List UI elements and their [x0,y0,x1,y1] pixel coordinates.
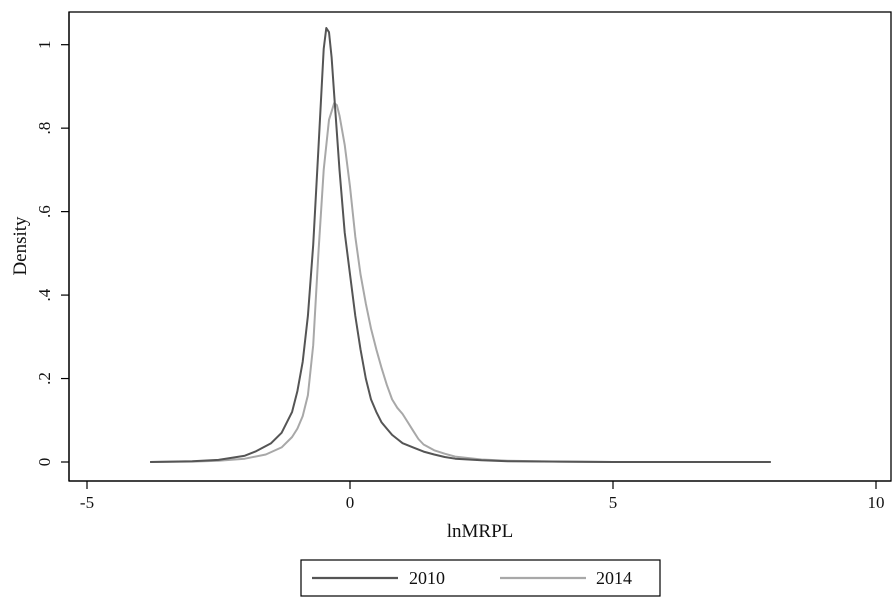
x-tick-label: 0 [346,493,355,512]
y-tick-label: 1 [35,40,54,49]
y-tick-label: .4 [35,288,54,301]
series-line-2014 [150,102,771,463]
series-line-2010 [150,27,771,463]
y-axis-title: Density [10,216,31,276]
legend-label-2010: 2010 [409,568,445,588]
x-tick-label: 5 [609,493,618,512]
y-axis-ticks: 0 .2 .4 .6 .8 1 [35,40,69,466]
y-tick-label: .2 [35,372,54,385]
series-layer [150,27,771,463]
x-tick-label: -5 [80,493,94,512]
x-axis-title: lnMRPL [447,521,514,542]
y-tick-label: .6 [35,205,54,218]
legend: 2010 2014 [300,559,661,597]
x-tick-label: 10 [868,493,885,512]
y-tick-label: .8 [35,122,54,135]
x-axis-ticks: -5 0 5 10 [80,481,885,512]
y-tick-label: 0 [35,458,54,467]
legend-label-2014: 2014 [596,568,632,588]
plot-frame [68,11,892,482]
